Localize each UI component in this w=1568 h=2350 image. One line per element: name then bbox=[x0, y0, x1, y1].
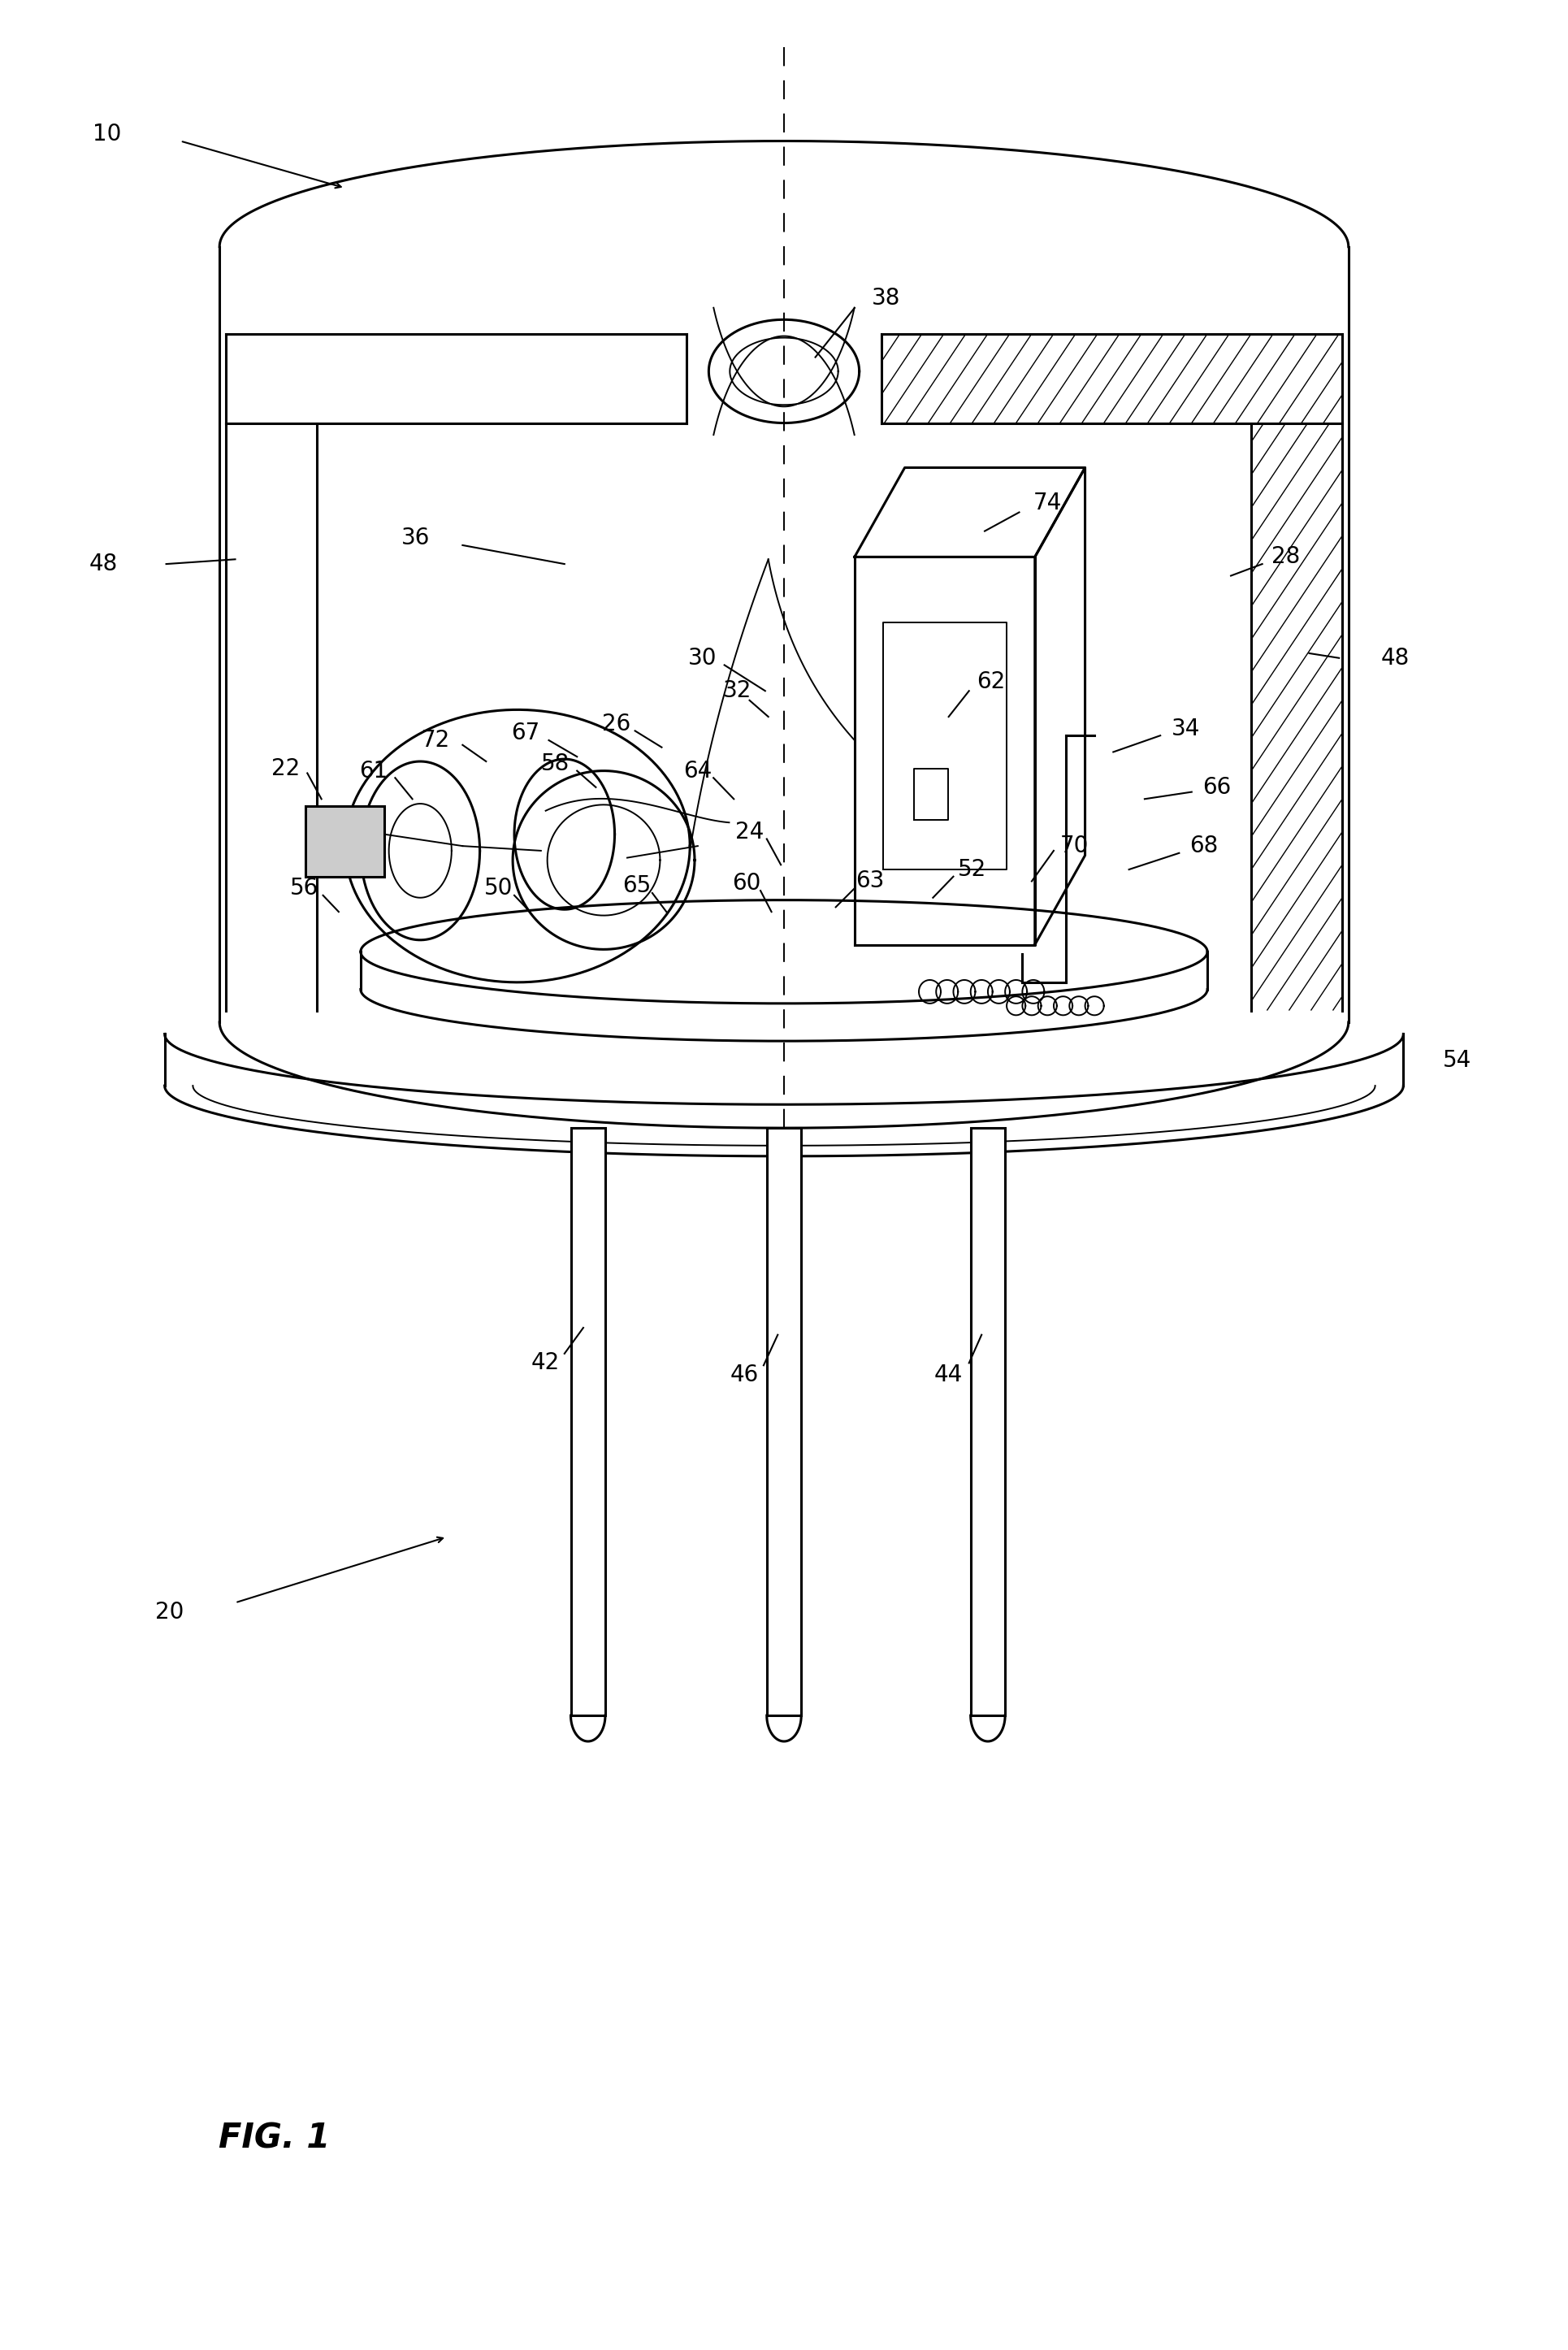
Text: 48: 48 bbox=[1381, 646, 1410, 670]
Text: 56: 56 bbox=[290, 877, 318, 900]
Text: 52: 52 bbox=[958, 858, 986, 881]
Text: 60: 60 bbox=[732, 872, 760, 895]
Text: 26: 26 bbox=[602, 712, 630, 736]
Bar bbox=[306, 806, 384, 877]
Bar bbox=[971, 1128, 1005, 1715]
Text: 10: 10 bbox=[93, 122, 121, 146]
Text: 54: 54 bbox=[1443, 1048, 1471, 1072]
Text: 24: 24 bbox=[735, 820, 764, 844]
Text: 22: 22 bbox=[271, 757, 299, 780]
Text: 74: 74 bbox=[1033, 491, 1062, 515]
Text: 42: 42 bbox=[532, 1351, 560, 1375]
Text: 61: 61 bbox=[359, 759, 387, 783]
Text: 48: 48 bbox=[89, 552, 118, 576]
Text: 65: 65 bbox=[622, 874, 651, 898]
Text: 20: 20 bbox=[155, 1600, 183, 1624]
Text: 70: 70 bbox=[1060, 834, 1088, 858]
Text: 30: 30 bbox=[688, 646, 717, 670]
Text: 32: 32 bbox=[723, 679, 751, 703]
Text: 50: 50 bbox=[485, 877, 513, 900]
Text: 36: 36 bbox=[401, 526, 430, 550]
Text: 68: 68 bbox=[1190, 834, 1218, 858]
Text: 63: 63 bbox=[856, 870, 884, 893]
Bar bbox=[571, 1128, 605, 1715]
Text: 44: 44 bbox=[935, 1363, 963, 1386]
Text: 46: 46 bbox=[731, 1363, 759, 1386]
Text: 67: 67 bbox=[511, 721, 539, 745]
Bar bbox=[767, 1128, 801, 1715]
Text: 64: 64 bbox=[684, 759, 712, 783]
Text: 28: 28 bbox=[1272, 545, 1300, 569]
Text: 38: 38 bbox=[872, 287, 900, 310]
Text: 66: 66 bbox=[1203, 776, 1231, 799]
Text: FIG. 1: FIG. 1 bbox=[218, 2122, 331, 2155]
Text: 62: 62 bbox=[977, 670, 1005, 693]
Text: 72: 72 bbox=[422, 728, 450, 752]
Text: 58: 58 bbox=[541, 752, 569, 776]
Text: 34: 34 bbox=[1171, 717, 1200, 740]
